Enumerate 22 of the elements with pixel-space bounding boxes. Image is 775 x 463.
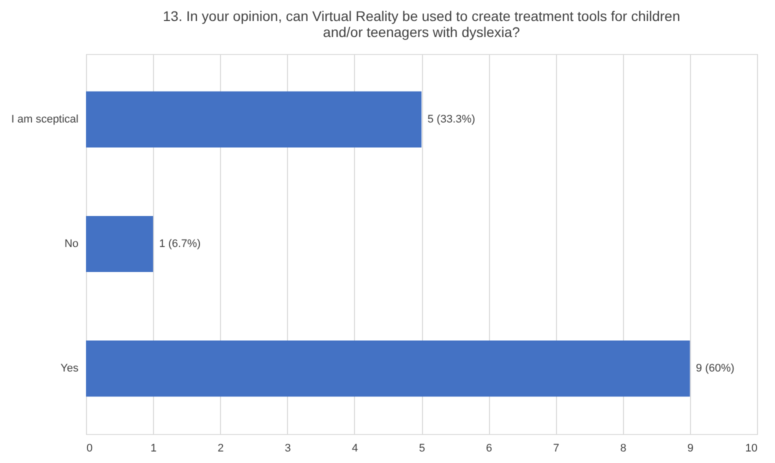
bar xyxy=(86,91,422,148)
bar xyxy=(86,340,690,397)
bar xyxy=(86,216,154,272)
y-tick-label: Yes xyxy=(60,362,79,375)
data-label: 9 (60%) xyxy=(696,362,734,375)
x-tick-label: 4 xyxy=(352,442,358,454)
x-tick-label: 5 xyxy=(418,442,426,454)
x-tick-label: 0 xyxy=(86,442,93,454)
text: 13. In your opinion, can Virtual Reality be used to create treatment tools for children xyxy=(162,8,680,24)
x-tick-label: 8 xyxy=(620,442,626,454)
y-tick-label: No xyxy=(64,238,78,250)
x-tick-label: 1 xyxy=(150,442,157,454)
data-label: 5 (33.3%) xyxy=(428,113,476,126)
x-tick-label: 9 xyxy=(687,442,694,454)
x-tick-label: 2 xyxy=(218,442,224,454)
x-tick-label: 10 xyxy=(745,442,758,454)
x-tick-label: 6 xyxy=(486,442,492,454)
data-label: 1 (6.7%) xyxy=(159,238,201,250)
x-tick-label: 7 xyxy=(553,442,560,454)
text: and/or teenagers with dyslexia? xyxy=(323,24,520,40)
y-tick-label: I am sceptical xyxy=(11,113,78,126)
x-tick-label: 3 xyxy=(284,442,291,454)
